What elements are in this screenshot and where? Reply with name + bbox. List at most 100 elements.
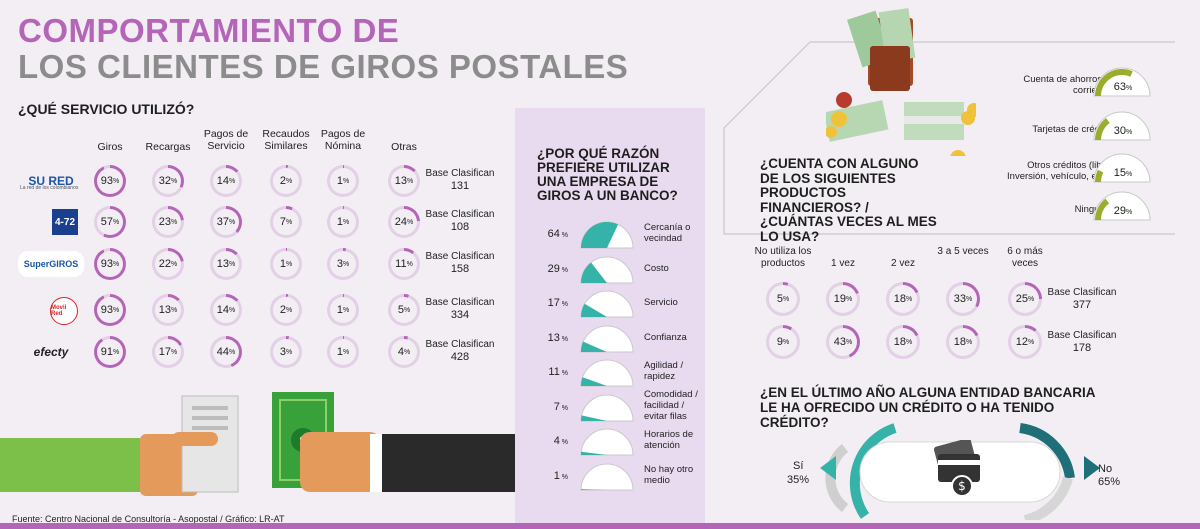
percent-ring: 24% — [388, 206, 420, 238]
gauge-fill — [1095, 69, 1133, 97]
reason-value-number: 64 — [547, 228, 560, 240]
percent-sign: % — [559, 335, 568, 343]
moviired-logo: Movii Red — [50, 297, 78, 325]
reason-label: Horarios de atención — [644, 429, 694, 451]
base-value: 377 — [1072, 299, 1092, 311]
percent-value: 33 — [953, 293, 966, 305]
percent-ring-center: 33% — [949, 285, 977, 313]
reason-label: Costo — [644, 262, 669, 274]
percent-ring: 13% — [388, 165, 420, 197]
percent-sign: % — [171, 218, 178, 226]
reason-value: 17 % — [530, 297, 568, 309]
product-value: 30% — [1108, 125, 1138, 137]
product-value-number: 30 — [1113, 125, 1126, 137]
reason-gauge — [580, 394, 634, 421]
percent-value: 4 — [397, 346, 404, 358]
percent-ring: 18% — [886, 325, 920, 359]
percent-value: 57 — [100, 216, 113, 228]
percent-value: 3 — [279, 346, 286, 358]
percent-ring-center: 37% — [213, 209, 239, 235]
percent-value: 18 — [893, 336, 906, 348]
percent-sign: % — [285, 348, 293, 356]
percent-ring: 93% — [94, 248, 126, 280]
percent-ring: 2% — [270, 294, 302, 326]
percent-ring: 14% — [210, 294, 242, 326]
percent-sign: % — [559, 370, 568, 377]
base-label: Base Clasifican — [1047, 287, 1117, 298]
percent-value: 37 — [216, 216, 229, 228]
product-label: Tarjetas de crédito — [1032, 124, 1110, 135]
percent-sign: % — [285, 260, 293, 268]
logo-text: SU RED — [28, 174, 74, 188]
percent-ring: 13% — [152, 294, 184, 326]
reason-item: 29 % Costo — [530, 255, 700, 285]
product-label: Cuenta de ahorros o corriente — [1023, 74, 1110, 96]
percent-ring-center: 25% — [1011, 285, 1039, 313]
percent-ring-center: 4% — [391, 339, 417, 365]
percent-ring-center: 57% — [97, 209, 123, 235]
reason-value-number: 17 — [547, 297, 560, 309]
percent-ring-center: 14% — [213, 297, 239, 323]
percent-value: 43 — [833, 336, 846, 348]
percent-ring-center: 13% — [391, 168, 417, 194]
percent-ring: 43% — [826, 325, 860, 359]
reason-item: 11 % Agilidad / rapidez — [530, 358, 700, 388]
percent-sign: % — [171, 348, 178, 356]
percent-value: 13 — [394, 175, 407, 187]
reasons-question: ¿POR QUÉ RAZÓN PREFIERE UTILIZAR UNA EMP… — [537, 146, 678, 203]
percent-ring: 1% — [327, 206, 359, 238]
percent-sign: % — [342, 218, 350, 226]
percent-sign: % — [407, 218, 414, 226]
percent-ring-center: 43% — [829, 328, 857, 356]
percent-ring: 5% — [766, 282, 800, 316]
gauge-background — [580, 428, 634, 456]
gauge-fill — [581, 377, 607, 386]
percent-sign: % — [113, 306, 120, 314]
percent-ring: 57% — [94, 206, 126, 238]
reason-gauge — [580, 359, 634, 387]
money-illustration — [823, 6, 981, 166]
percent-ring: 11% — [388, 248, 420, 280]
percent-value: 5 — [776, 293, 783, 305]
percent-value: 14 — [216, 175, 229, 187]
percent-ring-center: 1% — [273, 251, 299, 277]
base-value: 131 — [450, 180, 470, 192]
percent-ring-center: 22% — [155, 251, 181, 277]
sured-logo: SU RED — [18, 168, 84, 194]
base-label: Base Clasifican — [425, 251, 495, 262]
gauge-background — [580, 394, 634, 421]
percent-ring-center: 17% — [155, 339, 181, 365]
percent-ring-center: 93% — [97, 251, 123, 277]
percent-value: 9 — [776, 336, 783, 348]
reason-value: 1 % — [530, 470, 568, 482]
reason-item: 17 % Servicio — [530, 289, 700, 319]
percent-ring: 93% — [94, 165, 126, 197]
percent-sign: % — [229, 218, 236, 226]
percent-sign: % — [559, 301, 568, 308]
percent-value: 32 — [158, 175, 171, 187]
gauge-background — [580, 359, 634, 387]
gauge-fill — [581, 303, 607, 317]
percent-value: 1 — [336, 175, 343, 187]
gauge-fill — [581, 261, 607, 283]
percent-ring: 17% — [152, 336, 184, 368]
percent-ring: 4% — [388, 336, 420, 368]
base-label: Base Clasifican — [425, 339, 495, 350]
gauge-fill — [581, 221, 619, 248]
percent-ring-center: 5% — [769, 285, 797, 313]
472-logo: 4-72 — [52, 209, 78, 235]
product-label: Otros créditos (libre Inversión, vehícul… — [1007, 160, 1110, 182]
percent-sign: % — [846, 295, 853, 303]
percent-sign: % — [403, 306, 411, 314]
percent-ring: 5% — [388, 294, 420, 326]
gauge-fill — [581, 341, 607, 352]
percent-value: 3 — [336, 258, 343, 270]
percent-ring-center: 91% — [97, 339, 123, 365]
percent-value: 93 — [100, 258, 113, 270]
percent-ring: 91% — [94, 336, 126, 368]
reason-label: Servicio — [644, 297, 678, 308]
gauge-background — [1093, 111, 1151, 141]
percent-value: 23 — [158, 216, 171, 228]
hands-exchange-illustration: $ — [0, 392, 515, 496]
percent-value: 18 — [893, 293, 906, 305]
